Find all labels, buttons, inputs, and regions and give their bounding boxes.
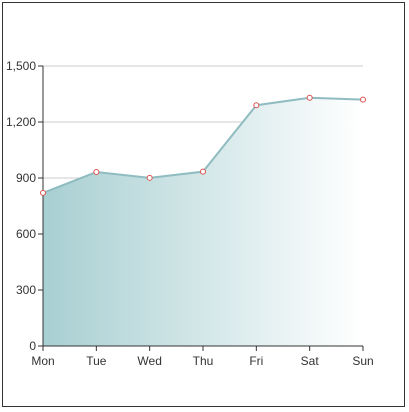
x-tick-label: Thu bbox=[193, 354, 214, 368]
x-tick-label: Mon bbox=[31, 354, 54, 368]
x-tick-label: Sat bbox=[301, 354, 320, 368]
x-tick-label: Fri bbox=[249, 354, 263, 368]
series-area bbox=[43, 97, 363, 346]
y-tick-label: 1,500 bbox=[6, 59, 36, 73]
y-tick-label: 1,200 bbox=[6, 115, 36, 129]
x-tick-label: Tue bbox=[86, 354, 107, 368]
data-point-thu[interactable] bbox=[200, 168, 206, 175]
tick-labels: 0 300 600 900 1,200 1,500 Mon Tue Wed Thu Fri Sat Su… bbox=[6, 59, 374, 368]
data-point-wed[interactable] bbox=[146, 174, 153, 181]
y-tick-label: 900 bbox=[16, 171, 36, 185]
x-tick-label: Sun bbox=[352, 354, 373, 368]
y-tick-label: 600 bbox=[16, 227, 36, 241]
data-points bbox=[40, 94, 366, 196]
axes bbox=[38, 65, 364, 351]
data-point-fri[interactable] bbox=[253, 102, 260, 109]
data-point-mon[interactable] bbox=[40, 189, 46, 196]
area-fill-layer bbox=[43, 97, 363, 346]
x-tick-label: Wed bbox=[137, 354, 161, 368]
data-point-sat[interactable] bbox=[306, 94, 313, 101]
y-tick-label: 300 bbox=[16, 283, 36, 297]
data-point-tue[interactable] bbox=[93, 169, 100, 176]
y-tick-label: 0 bbox=[29, 339, 36, 353]
data-point-sun[interactable] bbox=[360, 96, 366, 103]
